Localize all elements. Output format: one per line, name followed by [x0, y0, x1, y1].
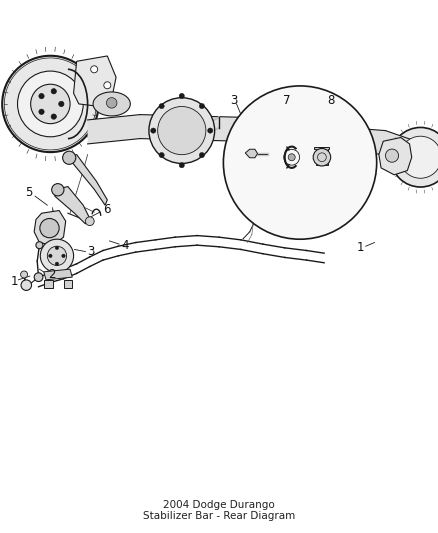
Text: 3: 3 [88, 245, 95, 258]
Circle shape [51, 114, 57, 119]
Circle shape [199, 152, 205, 158]
Circle shape [252, 216, 259, 224]
Text: 7: 7 [283, 94, 291, 107]
Circle shape [223, 86, 377, 239]
Circle shape [85, 217, 94, 225]
Circle shape [179, 93, 184, 99]
Circle shape [159, 152, 164, 158]
Ellipse shape [328, 122, 359, 142]
Circle shape [21, 280, 32, 290]
Polygon shape [34, 211, 66, 245]
Polygon shape [379, 138, 412, 175]
Circle shape [39, 93, 44, 99]
Circle shape [104, 82, 111, 89]
Circle shape [399, 136, 438, 178]
Circle shape [36, 241, 43, 249]
Text: 4: 4 [121, 239, 129, 252]
Text: 1: 1 [356, 241, 364, 254]
Circle shape [2, 56, 99, 152]
Circle shape [106, 98, 117, 108]
Circle shape [63, 151, 76, 164]
Circle shape [55, 262, 59, 265]
Circle shape [288, 154, 295, 161]
Polygon shape [74, 56, 116, 107]
Circle shape [51, 88, 57, 94]
Circle shape [62, 254, 65, 257]
Circle shape [313, 149, 331, 166]
Text: 6: 6 [103, 203, 111, 216]
Polygon shape [314, 147, 329, 165]
Circle shape [39, 109, 44, 115]
Circle shape [49, 254, 52, 257]
Circle shape [339, 127, 348, 135]
Text: 8: 8 [327, 94, 334, 107]
Circle shape [158, 107, 206, 155]
Circle shape [34, 273, 43, 281]
Text: 3: 3 [231, 94, 238, 107]
Circle shape [55, 246, 59, 249]
Ellipse shape [93, 92, 131, 116]
Text: 2004 Dodge Durango
Stabilizer Bar - Rear Diagram: 2004 Dodge Durango Stabilizer Bar - Rear… [143, 500, 295, 521]
Circle shape [91, 66, 98, 73]
Circle shape [47, 246, 67, 265]
Circle shape [52, 183, 64, 196]
Polygon shape [88, 115, 416, 165]
Circle shape [391, 127, 438, 187]
Polygon shape [44, 280, 53, 288]
Circle shape [199, 103, 205, 109]
Circle shape [21, 271, 28, 278]
Polygon shape [55, 187, 90, 224]
Polygon shape [245, 149, 258, 158]
Circle shape [31, 84, 70, 124]
Circle shape [151, 128, 156, 133]
Polygon shape [64, 280, 72, 288]
Polygon shape [44, 269, 72, 280]
Circle shape [179, 163, 184, 168]
Text: 2: 2 [48, 268, 56, 281]
Circle shape [40, 219, 59, 238]
Circle shape [18, 71, 83, 137]
Circle shape [385, 149, 399, 162]
Circle shape [59, 101, 64, 107]
Polygon shape [68, 155, 107, 205]
Text: 1: 1 [10, 275, 18, 288]
Text: 5: 5 [25, 187, 32, 199]
Circle shape [208, 128, 213, 133]
Circle shape [159, 103, 164, 109]
Circle shape [40, 239, 74, 272]
Circle shape [149, 98, 215, 164]
